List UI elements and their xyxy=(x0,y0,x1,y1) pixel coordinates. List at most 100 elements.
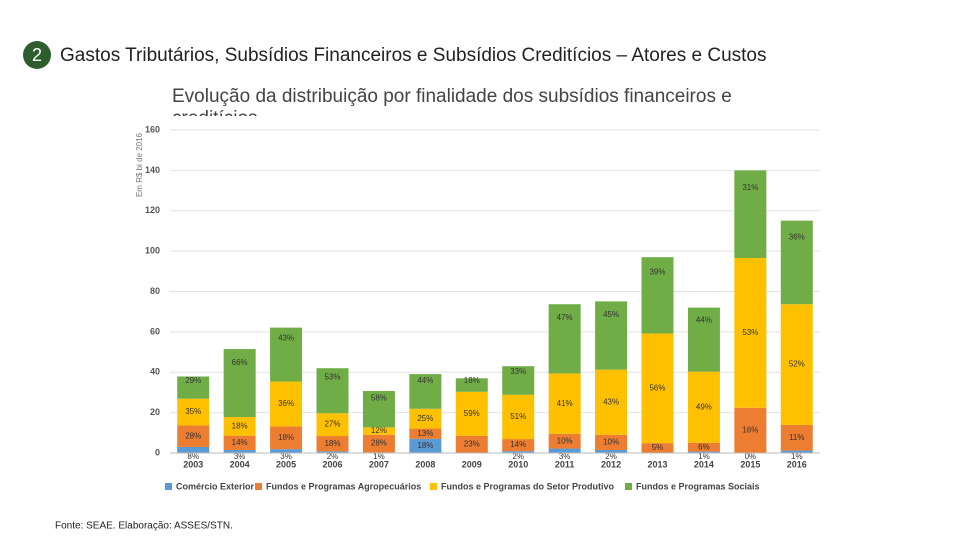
bar-segment xyxy=(502,439,535,452)
bar-segment xyxy=(455,435,488,453)
bar-segment xyxy=(177,446,210,453)
bar-segment xyxy=(734,407,767,453)
bar-segment xyxy=(687,442,720,452)
bar-segment xyxy=(270,327,303,382)
x-tick-label: 2007 xyxy=(369,459,389,469)
bar-segment xyxy=(687,307,720,372)
bar-segment xyxy=(734,170,767,258)
bar-segment xyxy=(687,371,720,443)
bar-segment xyxy=(409,438,442,453)
data-label: 25% xyxy=(417,414,433,423)
data-label: 6% xyxy=(698,442,710,451)
bar-segment xyxy=(548,373,581,434)
x-tick-label: 2009 xyxy=(462,459,482,469)
number-badge xyxy=(23,41,51,69)
bar-segment xyxy=(177,425,210,447)
data-label: 1% xyxy=(698,452,710,461)
data-label: 10% xyxy=(603,438,619,447)
x-tick-label: 2004 xyxy=(230,459,250,469)
y-tick-label: 100 xyxy=(145,246,160,256)
data-label: 12% xyxy=(371,426,387,435)
data-label: 28% xyxy=(185,431,201,440)
bar-segment xyxy=(502,366,535,395)
y-tick-label: 120 xyxy=(145,205,160,215)
bar-segment xyxy=(409,428,442,439)
data-label: 36% xyxy=(278,399,294,408)
bar-segment xyxy=(595,434,628,450)
source: Fonte: SEAE. Elaboração: ASSES/STN. xyxy=(55,521,233,532)
legend-swatch xyxy=(255,483,262,490)
y-axis-label: Em R$ bi de 2016 xyxy=(135,132,144,197)
x-tick-label: 2010 xyxy=(508,459,528,469)
data-label: 41% xyxy=(557,399,573,408)
data-label: 56% xyxy=(649,383,665,392)
data-label: 58% xyxy=(371,393,387,402)
data-label: 2% xyxy=(512,452,524,461)
data-label: 18% xyxy=(324,439,340,448)
data-label: 33% xyxy=(510,367,526,376)
y-tick-label: 40 xyxy=(150,367,160,377)
chart-subtitle: Evolução da distribuição por finalidade … xyxy=(172,86,732,116)
data-label: 18% xyxy=(417,441,433,450)
data-label: 14% xyxy=(510,440,526,449)
bar-segment xyxy=(595,369,628,435)
bar-segment xyxy=(409,374,442,409)
bar-segment xyxy=(270,381,303,427)
data-label: 2% xyxy=(605,452,617,461)
data-label: 47% xyxy=(557,313,573,322)
data-label: 28% xyxy=(371,439,387,448)
legend-swatch xyxy=(625,483,632,490)
y-tick-label: 160 xyxy=(145,124,160,134)
x-tick-label: 2003 xyxy=(183,459,203,469)
bar-segment xyxy=(780,220,813,305)
data-label: 66% xyxy=(232,358,248,367)
bar-segment xyxy=(780,450,813,453)
bar-segment xyxy=(177,398,210,426)
bar-segment xyxy=(177,376,210,399)
data-label: 39% xyxy=(649,268,665,277)
bar-segment xyxy=(548,304,581,374)
x-tick-label: 2012 xyxy=(601,459,621,469)
y-tick-label: 20 xyxy=(150,407,160,417)
slide-title: Gastos Tributários, Subsídios Financeiro… xyxy=(60,45,767,66)
legend-label: Fundos e Programas do Setor Produtivo xyxy=(441,481,615,491)
data-label: 44% xyxy=(696,316,712,325)
data-label: 45% xyxy=(603,310,619,319)
bar-segment xyxy=(223,435,256,450)
data-label: 35% xyxy=(185,407,201,416)
bar-segment xyxy=(223,449,256,453)
x-tick-label: 2013 xyxy=(647,459,667,469)
data-label: 29% xyxy=(185,376,201,385)
bar-segment xyxy=(780,304,813,425)
data-label: 27% xyxy=(324,420,340,429)
bar-segment xyxy=(362,434,395,453)
bar-segment xyxy=(641,443,674,453)
data-label: 31% xyxy=(742,183,758,192)
data-label: 3% xyxy=(234,452,246,461)
data-label: 3% xyxy=(280,452,292,461)
bar-segment xyxy=(687,451,720,453)
data-label: 8% xyxy=(187,452,199,461)
bar-segment xyxy=(316,368,349,414)
data-label: 3% xyxy=(559,452,571,461)
bar-segment xyxy=(780,424,813,451)
data-label: 11% xyxy=(789,433,804,442)
x-tick-label: 2016 xyxy=(787,459,807,469)
bar-segment xyxy=(455,391,488,436)
legend-swatch xyxy=(165,483,172,490)
bar-segment xyxy=(223,349,256,418)
x-tick-label: 2005 xyxy=(276,459,296,469)
data-label: 0% xyxy=(745,452,757,461)
bar-segment xyxy=(595,301,628,370)
bar-segment xyxy=(409,408,442,429)
y-tick-label: 80 xyxy=(150,286,160,296)
data-label: 52% xyxy=(789,360,805,369)
data-label: 18% xyxy=(464,376,480,385)
data-label: 18% xyxy=(232,421,248,430)
bar-segment xyxy=(270,426,303,450)
y-tick-label: 0 xyxy=(155,447,160,457)
y-tick-label: 140 xyxy=(145,165,160,175)
data-label: 51% xyxy=(510,412,526,421)
